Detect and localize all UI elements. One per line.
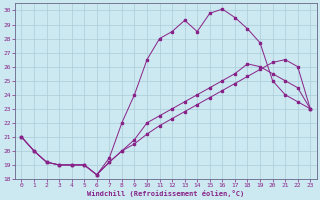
X-axis label: Windchill (Refroidissement éolien,°C): Windchill (Refroidissement éolien,°C) bbox=[87, 190, 244, 197]
